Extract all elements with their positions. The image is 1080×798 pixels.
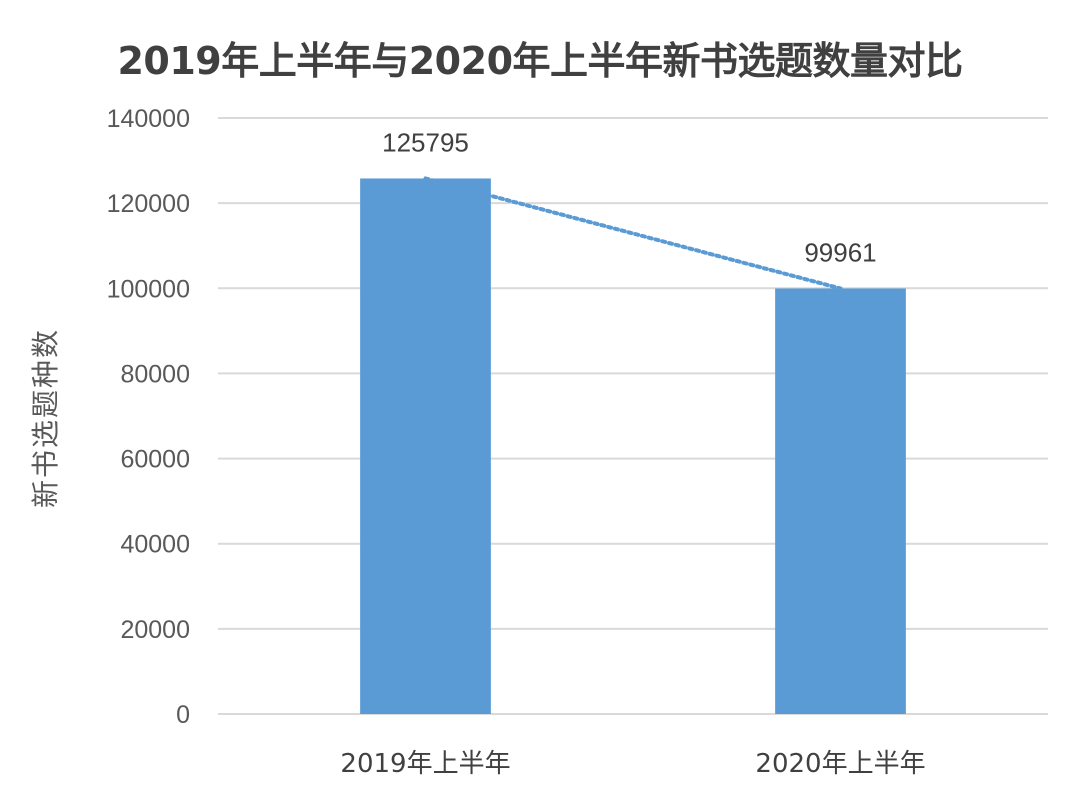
y-tick-label: 20000 xyxy=(120,616,190,644)
data-label: 125795 xyxy=(382,127,469,157)
data-labels: 125795 99961 xyxy=(382,127,877,267)
y-tick-label: 60000 xyxy=(120,446,190,474)
x-axis-categories: 2019年上半年 2020年上半年 xyxy=(340,749,925,779)
chart-title: 2019年上半年与2020年上半年新书选题数量对比 xyxy=(117,39,963,83)
x-category-label: 2019年上半年 xyxy=(340,749,510,779)
data-label: 99961 xyxy=(804,237,876,267)
y-tick-label: 0 xyxy=(176,701,190,729)
bar xyxy=(360,178,491,714)
y-axis-label: 新书选题种数 xyxy=(29,328,62,508)
y-tick-label: 80000 xyxy=(120,360,190,388)
bar xyxy=(775,288,906,714)
y-tick-label: 40000 xyxy=(120,531,190,559)
trendline xyxy=(423,176,843,291)
y-axis-ticks: 0 20000 40000 60000 80000 100000 120000 140000 xyxy=(107,105,190,729)
y-tick-label: 120000 xyxy=(107,190,190,218)
gridlines xyxy=(218,117,1048,715)
x-category-label: 2020年上半年 xyxy=(755,749,925,779)
bars xyxy=(360,178,906,714)
y-tick-label: 140000 xyxy=(107,105,190,133)
y-tick-label: 100000 xyxy=(107,275,190,303)
trendline-layer xyxy=(423,176,843,291)
